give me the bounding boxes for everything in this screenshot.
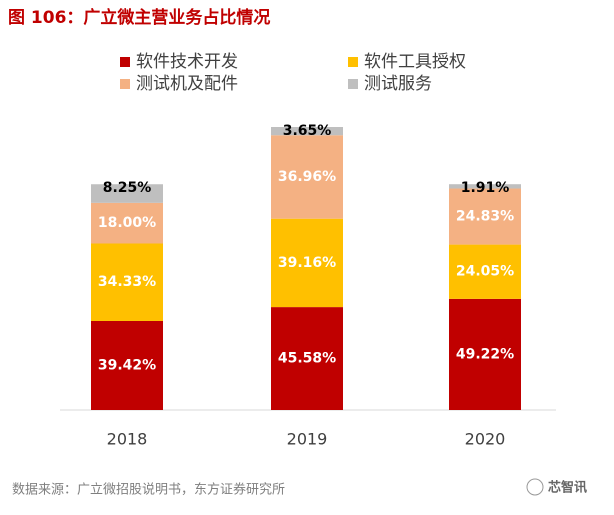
- bar-segment: [449, 298, 521, 410]
- watermark: 芯智讯: [548, 480, 587, 496]
- bar-segment: [271, 307, 343, 410]
- bar-segment: [271, 218, 343, 308]
- data-label: 24.83%: [456, 209, 514, 225]
- chart-title: 图 106：广立微主营业务占比情况: [8, 7, 270, 28]
- legend-label: 测试服务: [364, 74, 432, 94]
- data-label: 45.58%: [278, 351, 336, 367]
- data-label: 39.42%: [98, 358, 156, 374]
- bar-segment: [91, 243, 163, 322]
- bar-segment: [91, 202, 163, 244]
- data-label: 18.00%: [98, 215, 156, 231]
- bar-segment: [449, 244, 521, 299]
- bar-segment: [449, 188, 521, 245]
- legend-label: 测试机及配件: [136, 74, 238, 94]
- legend-swatch: [120, 79, 130, 89]
- legend-swatch: [120, 57, 130, 67]
- data-label: 34.33%: [98, 274, 156, 290]
- bar-segment: [271, 135, 343, 219]
- data-label: 1.91%: [461, 180, 510, 196]
- watermark-icon: [526, 478, 544, 496]
- legend-label: 软件工具授权: [364, 52, 466, 72]
- data-label: 24.05%: [456, 264, 514, 280]
- legend-swatch: [348, 57, 358, 67]
- x-tick-label: 2019: [287, 430, 328, 449]
- data-label: 39.16%: [278, 255, 336, 271]
- x-tick-label: 2020: [465, 430, 506, 449]
- bar-segment: [91, 184, 163, 203]
- data-label: 3.65%: [283, 123, 332, 139]
- data-label: 36.96%: [278, 169, 336, 185]
- x-tick-label: 2018: [107, 430, 148, 449]
- bar-segment: [271, 127, 343, 136]
- legend-label: 软件技术开发: [136, 52, 238, 72]
- bar-segment: [449, 184, 521, 189]
- legend-swatch: [348, 79, 358, 89]
- source-note: 数据来源：广立微招股说明书，东方证券研究所: [12, 482, 285, 498]
- bar-segment: [91, 321, 163, 410]
- data-label: 49.22%: [456, 346, 514, 362]
- data-label: 8.25%: [103, 180, 152, 196]
